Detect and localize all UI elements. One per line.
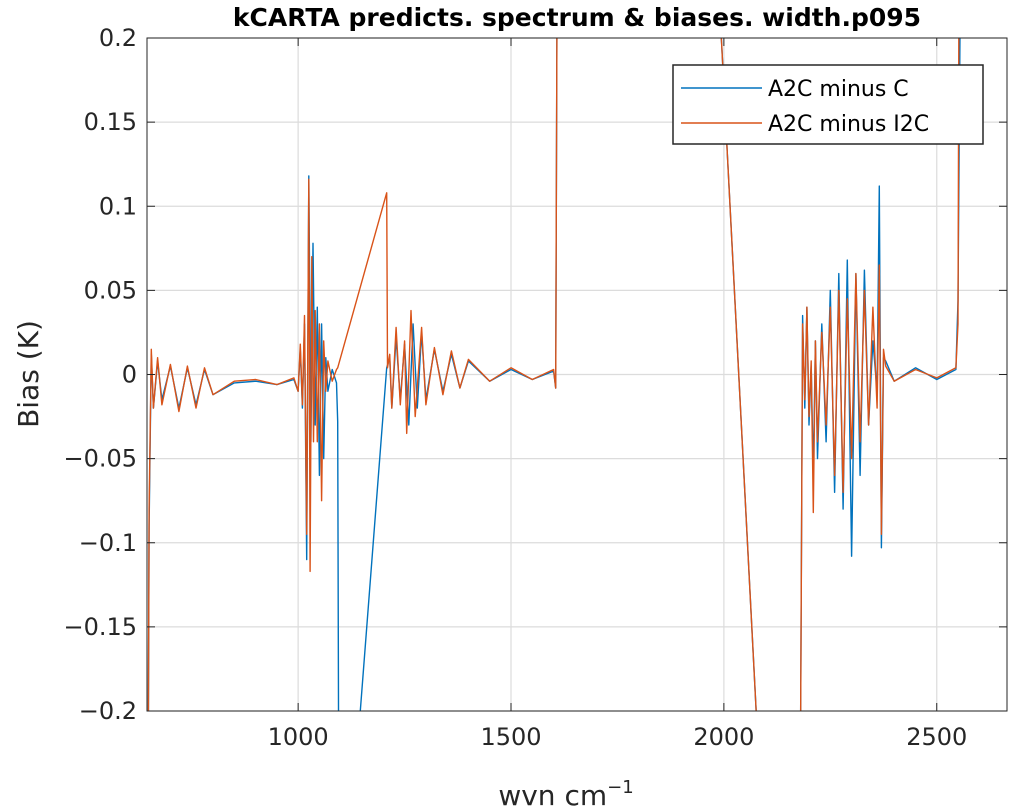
y-tick-label: −0.05 (63, 445, 137, 473)
y-axis-label: Bias (K) (12, 320, 45, 428)
y-tick-label: 0.05 (84, 276, 137, 304)
y-tick-labels: −0.2 −0.15 −0.1 −0.05 0 0.05 0.1 0.15 0.2 (63, 24, 137, 725)
chart-title: kCARTA predicts. spectrum & biases. widt… (233, 3, 921, 32)
legend-box (672, 64, 984, 145)
x-axis-label-main: wvn cm (498, 779, 607, 810)
y-tick-label: 0.2 (99, 24, 137, 52)
y-tick-label: −0.1 (79, 529, 137, 557)
legend-label-a2c-minus-c: A2C minus C (768, 77, 909, 102)
legend: A2C minus C A2C minus I2C (672, 64, 984, 145)
y-tick-label: −0.2 (79, 697, 137, 725)
x-tick-labels: 1000 1500 2000 2500 (268, 723, 968, 751)
x-tick-label: 2500 (906, 723, 967, 751)
series-line-1 (147, 38, 960, 711)
x-axis-label-superscript: −1 (607, 777, 634, 798)
y-tick-label: 0.1 (99, 192, 137, 220)
y-tick-label: 0 (122, 361, 137, 389)
y-tick-label: −0.15 (63, 613, 137, 641)
x-tick-label: 1500 (480, 723, 541, 751)
legend-label-a2c-minus-i2c: A2C minus I2C (768, 112, 929, 137)
axis-ticks (147, 37, 1007, 712)
x-tick-label: 2000 (693, 723, 754, 751)
x-tick-label: 1000 (268, 723, 329, 751)
series-layer (147, 38, 961, 711)
x-axis-label: wvn cm−1 (498, 777, 633, 810)
y-tick-label: 0.15 (84, 108, 137, 136)
